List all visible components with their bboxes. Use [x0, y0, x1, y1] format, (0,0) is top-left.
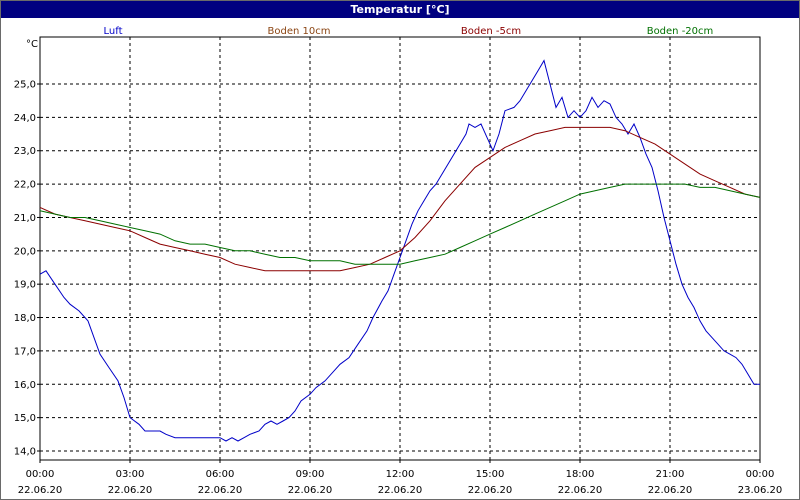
x-tick-time-label: 21:00 — [656, 469, 685, 480]
data-series — [39, 59, 761, 442]
axis-ticks: 14,0 15,0 16,0 17,0 18,0 19,0 20,0 21,0 22,0 23,0… — [14, 80, 783, 497]
y-axis-unit-label: °C — [26, 39, 38, 50]
legend-entry: Boden -20cm — [647, 26, 714, 37]
y-tick-label: 15,0 — [14, 413, 36, 424]
legend-entry: Boden -5cm — [461, 26, 521, 37]
y-tick-label: 19,0 — [14, 280, 36, 291]
y-tick-label: 25,0 — [14, 80, 36, 91]
x-tick-date-label: 22.06.20 — [108, 485, 153, 496]
y-tick-label: 16,0 — [14, 380, 36, 391]
x-tick-date-label: 23.06.20 — [738, 485, 783, 496]
x-tick-time-label: 00:00 — [26, 469, 55, 480]
series-line-luft — [39, 59, 760, 442]
x-tick-date-label: 22.06.20 — [558, 485, 603, 496]
x-tick-date-label: 22.06.20 — [378, 485, 423, 496]
x-tick-date-label: 22.06.20 — [18, 485, 63, 496]
legend-entry: Luft — [104, 26, 123, 37]
window-title: Temperatur [°C] — [1, 1, 799, 18]
x-tick-date-label: 22.06.20 — [198, 485, 243, 496]
y-tick-label: 22,0 — [14, 180, 36, 191]
x-tick-time-label: 18:00 — [566, 469, 595, 480]
y-tick-label: 18,0 — [14, 313, 36, 324]
y-tick-label: 20,0 — [14, 246, 36, 257]
x-tick-time-label: 06:00 — [206, 469, 235, 480]
legend-entry: Boden 10cm — [268, 26, 331, 37]
x-tick-date-label: 22.06.20 — [468, 485, 513, 496]
x-tick-time-label: 03:00 — [116, 469, 145, 480]
y-tick-label: 21,0 — [14, 213, 36, 224]
grid-lines — [40, 37, 760, 460]
x-tick-date-label: 22.06.20 — [648, 485, 693, 496]
y-tick-label: 23,0 — [14, 146, 36, 157]
legend: Luft Boden 10cm Boden -5cm Boden -20cm — [104, 26, 714, 37]
y-tick-label: 24,0 — [14, 113, 36, 124]
x-tick-date-label: 22.06.20 — [288, 485, 333, 496]
x-tick-time-label: 15:00 — [476, 469, 505, 480]
y-tick-label: 17,0 — [14, 346, 36, 357]
x-tick-time-label: 09:00 — [296, 469, 325, 480]
series-line-boden-20cm — [39, 183, 761, 265]
x-tick-time-label: 00:00 — [746, 469, 775, 480]
series-line-boden-10cm — [39, 126, 761, 272]
x-tick-time-label: 12:00 — [386, 469, 415, 480]
y-tick-label: 14,0 — [14, 447, 36, 458]
